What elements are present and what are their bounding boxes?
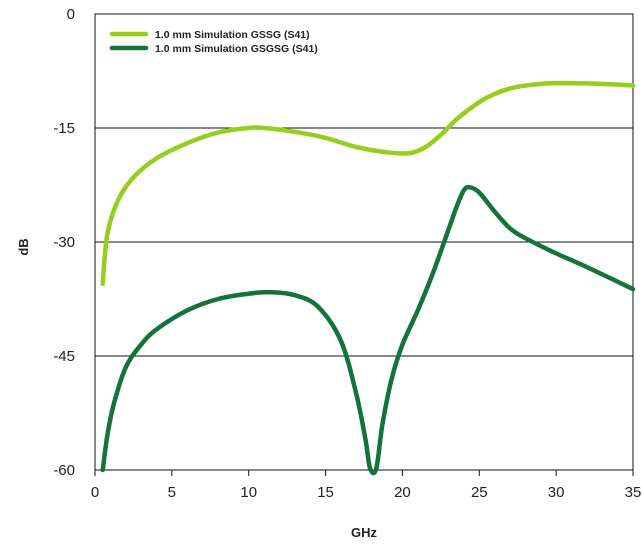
x-tick-label: 30	[548, 484, 565, 501]
y-tick-label: -15	[53, 120, 75, 137]
y-axis-ticks: 0 -15 -30 -45 -60	[53, 6, 75, 479]
x-tick-label: 0	[91, 484, 99, 501]
y-axis-label: dB	[16, 238, 31, 255]
x-tick-label: 35	[625, 484, 642, 501]
legend-label-0: 1.0 mm Simulation GSSG (S41)	[155, 29, 310, 41]
legend-label-1: 1.0 mm Simulation GSGSG (S41)	[155, 43, 318, 55]
x-tick-label: 15	[317, 484, 334, 501]
x-tick-label: 10	[240, 484, 257, 501]
x-tick-label: 25	[471, 484, 488, 501]
series-line-1	[100, 184, 636, 476]
series-line-0	[100, 80, 636, 287]
x-tick-label: 20	[394, 484, 411, 501]
y-tick-label: -45	[53, 348, 75, 365]
series-lines	[100, 80, 636, 476]
x-axis-ticks: 0 5 10 15 20 25 30 35	[91, 470, 642, 501]
grid-lines	[95, 127, 633, 357]
x-tick-label: 5	[168, 484, 176, 501]
x-axis-label: GHz	[351, 525, 378, 540]
y-tick-label: -60	[53, 462, 75, 479]
y-tick-label: 0	[67, 6, 75, 23]
legend: 1.0 mm Simulation GSSG (S41) 1.0 mm Simul…	[109, 29, 318, 55]
plot-frame	[94, 13, 634, 471]
y-tick-label: -30	[53, 234, 75, 251]
